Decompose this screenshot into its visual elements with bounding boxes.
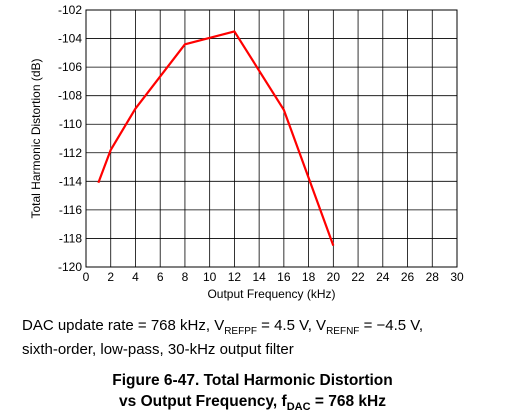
- y-tick-label: -108: [58, 89, 82, 103]
- y-axis-ticks: -102 -104 -106 -108 -110 -112 -114 -116 -118 -120: [58, 3, 82, 274]
- y-tick-label: -120: [58, 260, 82, 274]
- note-line-1: DAC update rate = 768 kHz, VREFPF = 4.5 …: [22, 317, 424, 337]
- x-axis-ticks: 0 2 4 6 8 10 12 14 16 18 20 22 24 26 28 30: [83, 270, 464, 284]
- thd-chart: 0 2 4 6 8 10 12 14 16 18 20 22 24 26 28 30 -102-104-106…: [29, 3, 464, 301]
- x-tick-label: 8: [182, 270, 189, 284]
- x-tick-label: 30: [450, 270, 464, 284]
- x-tick-label: 26: [401, 270, 415, 284]
- figure-caption-line-2: vs Output Frequency, fDAC = 768 kHz: [119, 393, 386, 414]
- grid-lines: [86, 10, 457, 267]
- x-tick-label: 0: [83, 270, 90, 284]
- x-tick-label: 2: [107, 270, 114, 284]
- y-tick-label: -102: [58, 3, 82, 17]
- x-tick-label: 18: [302, 270, 316, 284]
- x-tick-label: 24: [376, 270, 390, 284]
- x-tick-label: 10: [203, 270, 217, 284]
- x-tick-label: 4: [132, 270, 139, 284]
- y-axis-label: Total Harmonic Distortion (dB): [29, 58, 43, 218]
- x-tick-label: 6: [157, 270, 164, 284]
- y-tick-label: -110: [59, 117, 82, 131]
- y-tick-label: -118: [59, 231, 82, 245]
- y-tick-label: -116: [59, 203, 82, 217]
- x-tick-label: 14: [252, 270, 266, 284]
- y-tick-label: -112: [59, 146, 82, 160]
- x-tick-label: 22: [351, 270, 365, 284]
- x-tick-label: 28: [426, 270, 440, 284]
- x-tick-label: 12: [228, 270, 242, 284]
- series-line: [97, 30, 335, 246]
- x-tick-label: 20: [327, 270, 341, 284]
- y-tick-label: -114: [59, 174, 82, 188]
- y-tick-label: -104: [58, 32, 82, 46]
- plot-frame: [85, 9, 458, 268]
- x-tick-label: 16: [277, 270, 291, 284]
- x-axis-label: Output Frequency (kHz): [207, 287, 335, 301]
- note-line-2: sixth-order, low-pass, 30-kHz output fil…: [22, 341, 294, 358]
- figure-caption-line-1: Figure 6-47. Total Harmonic Distortion: [112, 372, 393, 389]
- y-tick-label: -106: [58, 60, 82, 74]
